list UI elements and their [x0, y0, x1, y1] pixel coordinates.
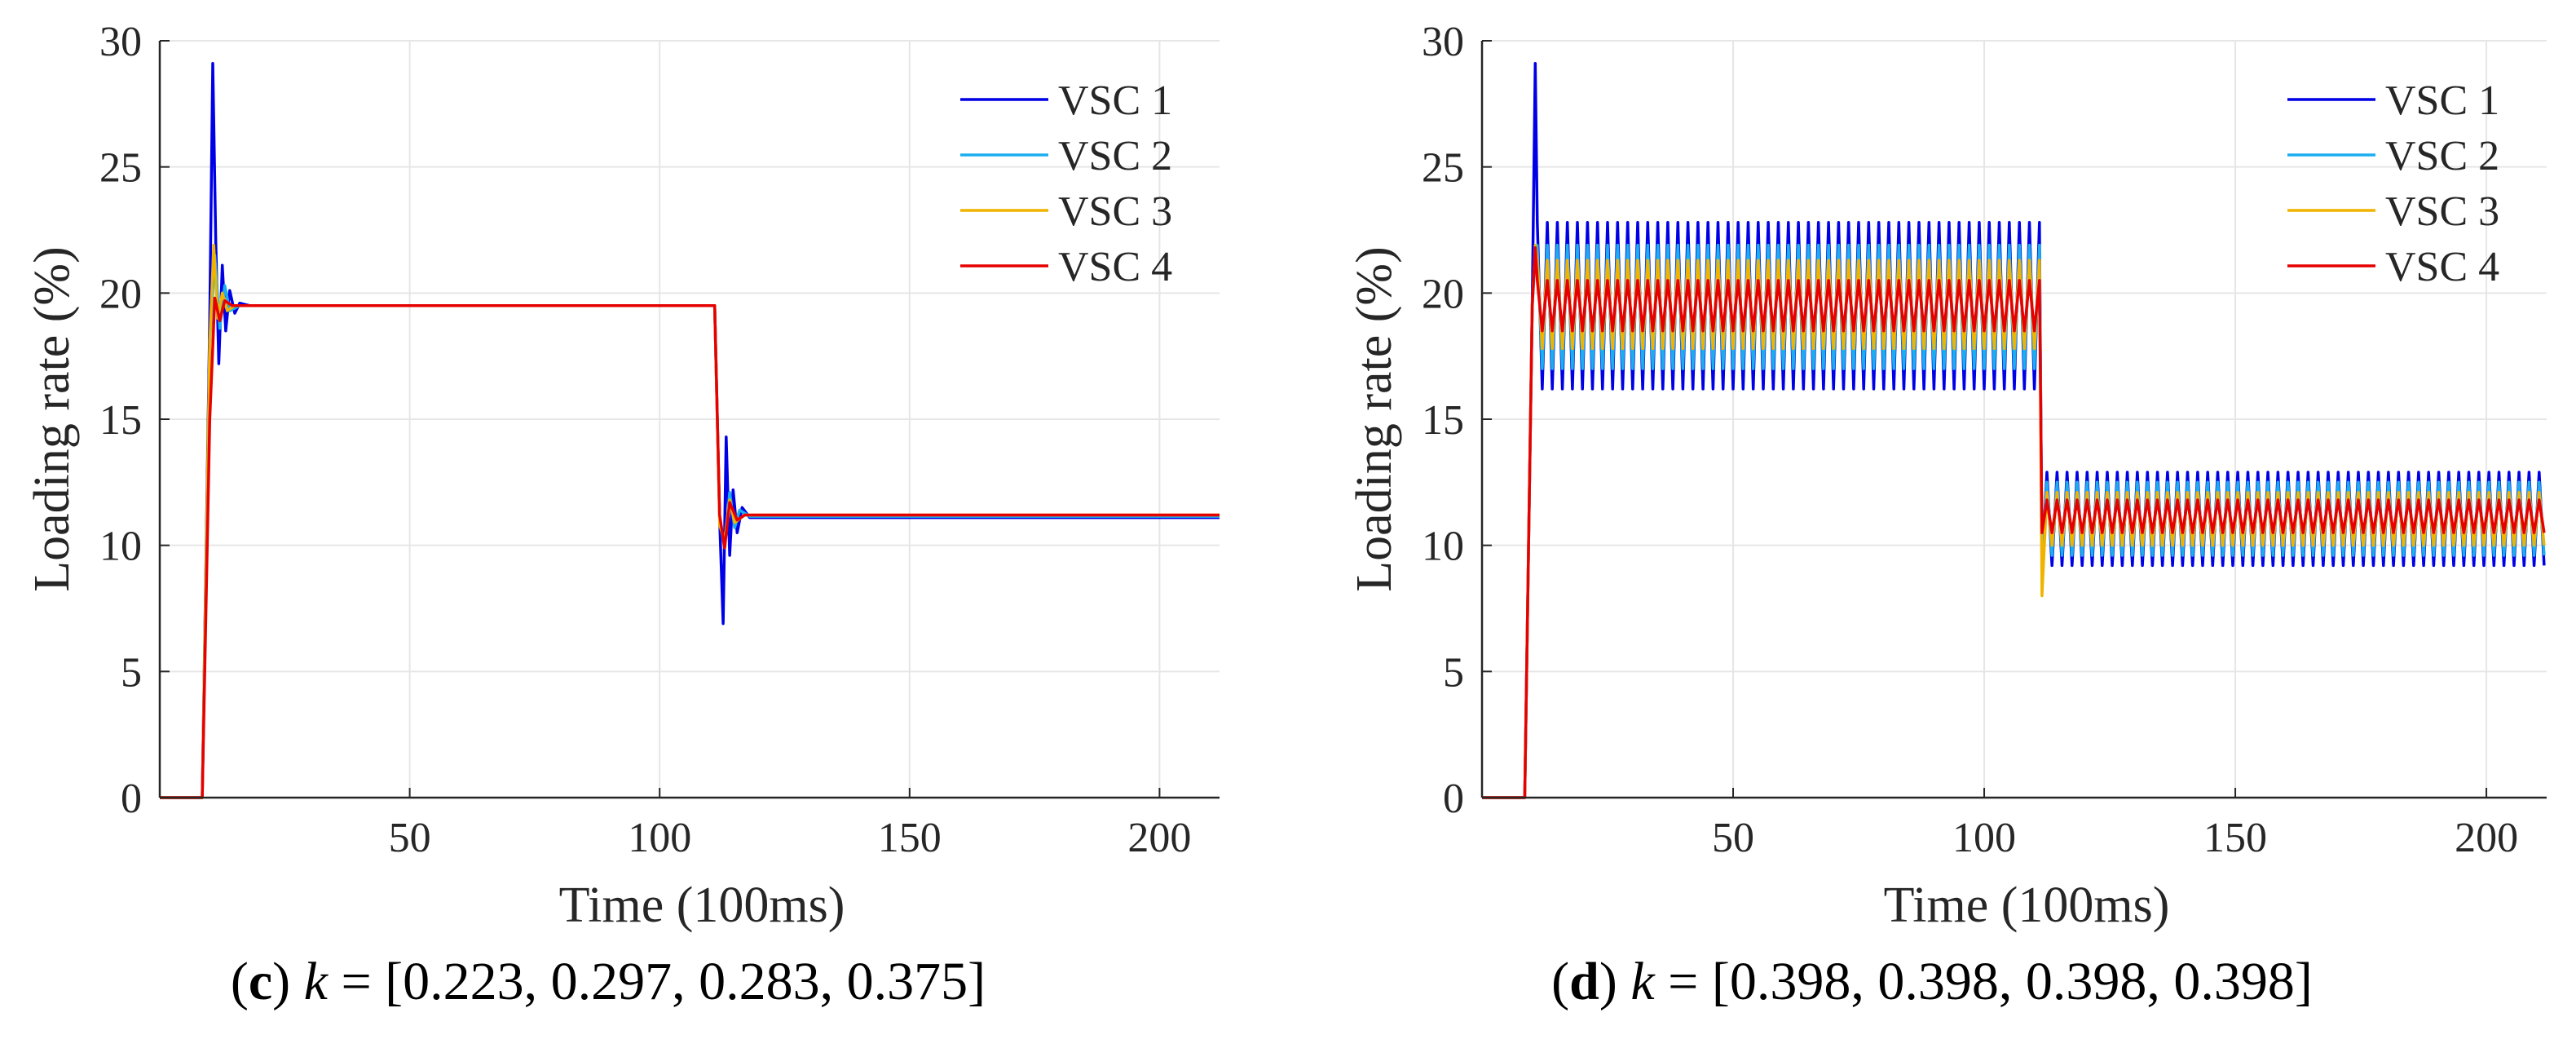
y-tick-label: 15 [1422, 397, 1464, 444]
caption-k: k [1630, 952, 1656, 1011]
legend: VSC 1 VSC 2 VSC 3 VSC 4 [2287, 77, 2499, 290]
y-tick-label: 20 [99, 271, 142, 317]
y-tick-label: 25 [1422, 145, 1464, 192]
panel-caption: (d) k = [0.398, 0.398, 0.398, 0.398] [1551, 952, 2313, 1011]
y-tick-label: 20 [1422, 271, 1464, 317]
legend-label: VSC 1 [2385, 77, 2499, 124]
x-tick-label: 50 [1712, 815, 1754, 861]
caption-letter: c [249, 952, 272, 1011]
x-axis-label: Time (100ms) [1884, 878, 2170, 933]
y-tick-label: 10 [99, 524, 142, 570]
y-tick-label: 30 [99, 19, 142, 65]
y-tick-label: 10 [1422, 524, 1464, 570]
legend-label: VSC 3 [1058, 188, 1172, 235]
legend-label: VSC 4 [2385, 244, 2499, 290]
x-tick-label: 200 [1127, 815, 1191, 861]
series-line-vsc-2 [160, 254, 1220, 799]
legend: VSC 1 VSC 2 VSC 3 VSC 4 [960, 77, 1172, 290]
series-group [1482, 62, 2546, 799]
x-tick-label: 150 [2203, 815, 2267, 861]
x-tick-label: 50 [389, 815, 431, 861]
y-tick-label: 5 [121, 649, 142, 696]
x-axis-label: Time (100ms) [559, 878, 845, 933]
x-tick-label: 100 [628, 815, 691, 861]
y-tick-label: 15 [99, 397, 142, 444]
series-group [160, 62, 1220, 799]
legend-label: VSC 3 [2385, 188, 2499, 235]
series-line-vsc-3 [160, 243, 1220, 799]
caption-k: k [304, 952, 329, 1011]
x-tick-label: 100 [1952, 815, 2016, 861]
y-tick-label: 25 [99, 145, 142, 192]
legend-label: VSC 1 [1058, 77, 1172, 124]
x-tick-label: 150 [878, 815, 942, 861]
y-tick-label: 30 [1422, 19, 1464, 65]
panel-caption: (c) k = [0.223, 0.297, 0.283, 0.375] [231, 952, 986, 1011]
y-tick-label: 5 [1443, 649, 1464, 696]
legend-label: VSC 4 [1058, 244, 1172, 290]
chart-panel-c: 0 5 10 15 20 25 30 50 100 150 200 Time (100ms) Loadi… [24, 19, 1220, 1011]
chart-panel-d: 0 5 10 15 20 25 30 50 100 150 200 Time (100ms) Loadi… [1347, 19, 2547, 1011]
caption-letter: d [1569, 952, 1599, 1011]
legend-label: VSC 2 [2385, 133, 2499, 179]
series-line-vsc-4 [1482, 245, 2546, 799]
caption-values: = [0.223, 0.297, 0.283, 0.375] [328, 952, 986, 1011]
legend-label: VSC 2 [1058, 133, 1172, 179]
y-axis-label: Loading rate (%) [24, 246, 80, 591]
caption-values: = [0.398, 0.398, 0.398, 0.398] [1655, 952, 2313, 1011]
y-tick-label: 0 [1443, 776, 1464, 822]
y-axis-label: Loading rate (%) [1347, 246, 1402, 591]
series-line-vsc-4 [160, 296, 1220, 799]
y-tick-label: 0 [121, 776, 142, 822]
x-tick-label: 200 [2455, 815, 2518, 861]
